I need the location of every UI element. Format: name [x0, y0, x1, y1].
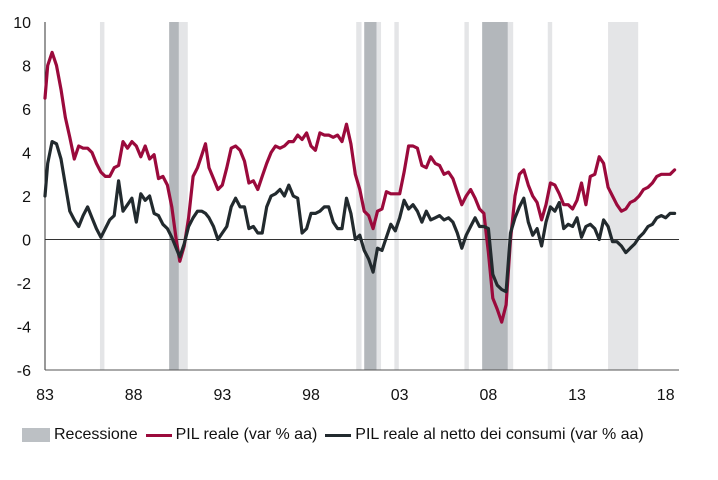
pil-swatch: [145, 433, 172, 437]
x-tick-label: 08: [479, 387, 497, 404]
recession-shading: [99, 22, 639, 370]
recession-band-1: [169, 22, 179, 370]
y-tick-label: 2: [22, 189, 31, 206]
y-tick-label: -2: [17, 276, 31, 293]
legend-label-pil: PIL reale (var % aa): [175, 426, 318, 443]
chart-legend: Recessione PIL reale (var % aa) PIL real…: [22, 426, 652, 444]
y-tick-label: 4: [22, 146, 31, 163]
x-axis-tick-labels: 83 88 93 98 03 08 13 18: [36, 387, 675, 404]
recession-band-0: [99, 22, 105, 370]
recession-band-6: [394, 22, 399, 370]
y-tick-label: 0: [22, 233, 31, 250]
legend-item-recession: Recessione: [22, 426, 138, 444]
y-tick-label: 8: [22, 59, 31, 76]
series-line-pil-netto: [43, 140, 677, 294]
y-tick-label: -6: [17, 363, 31, 380]
recession-swatch: [22, 428, 50, 442]
y-tick-label: -4: [17, 320, 31, 337]
chart-series: [43, 50, 677, 324]
x-tick-label: 93: [213, 387, 231, 404]
x-tick-label: 98: [302, 387, 320, 404]
recession-band-10: [547, 22, 553, 370]
recession-band-9: [507, 22, 514, 370]
x-tick-label: 18: [657, 387, 675, 404]
recession-band-3: [356, 22, 362, 370]
x-tick-label: 88: [125, 387, 143, 404]
legend-item-pil: PIL reale (var % aa): [145, 426, 318, 444]
recession-band-2: [178, 22, 188, 370]
recession-band-5: [376, 22, 382, 370]
series-line-pil-reale: [43, 50, 677, 324]
legend-label-pil-netto: PIL reale al netto dei consumi (var % aa…: [355, 426, 644, 443]
x-tick-label: 13: [568, 387, 586, 404]
y-tick-label: 6: [22, 102, 31, 119]
x-tick-label: 83: [36, 387, 54, 404]
legend-label-recession: Recessione: [54, 426, 138, 443]
y-axis-tick-labels: 10 8 6 4 2 0 -2 -4 -6: [13, 15, 31, 380]
pil-netto-swatch: [325, 433, 352, 437]
legend-item-pil-netto: PIL reale al netto dei consumi (var % aa…: [325, 426, 644, 444]
recession-band-4: [364, 22, 377, 370]
x-tick-label: 03: [391, 387, 409, 404]
y-tick-label: 10: [13, 15, 31, 32]
